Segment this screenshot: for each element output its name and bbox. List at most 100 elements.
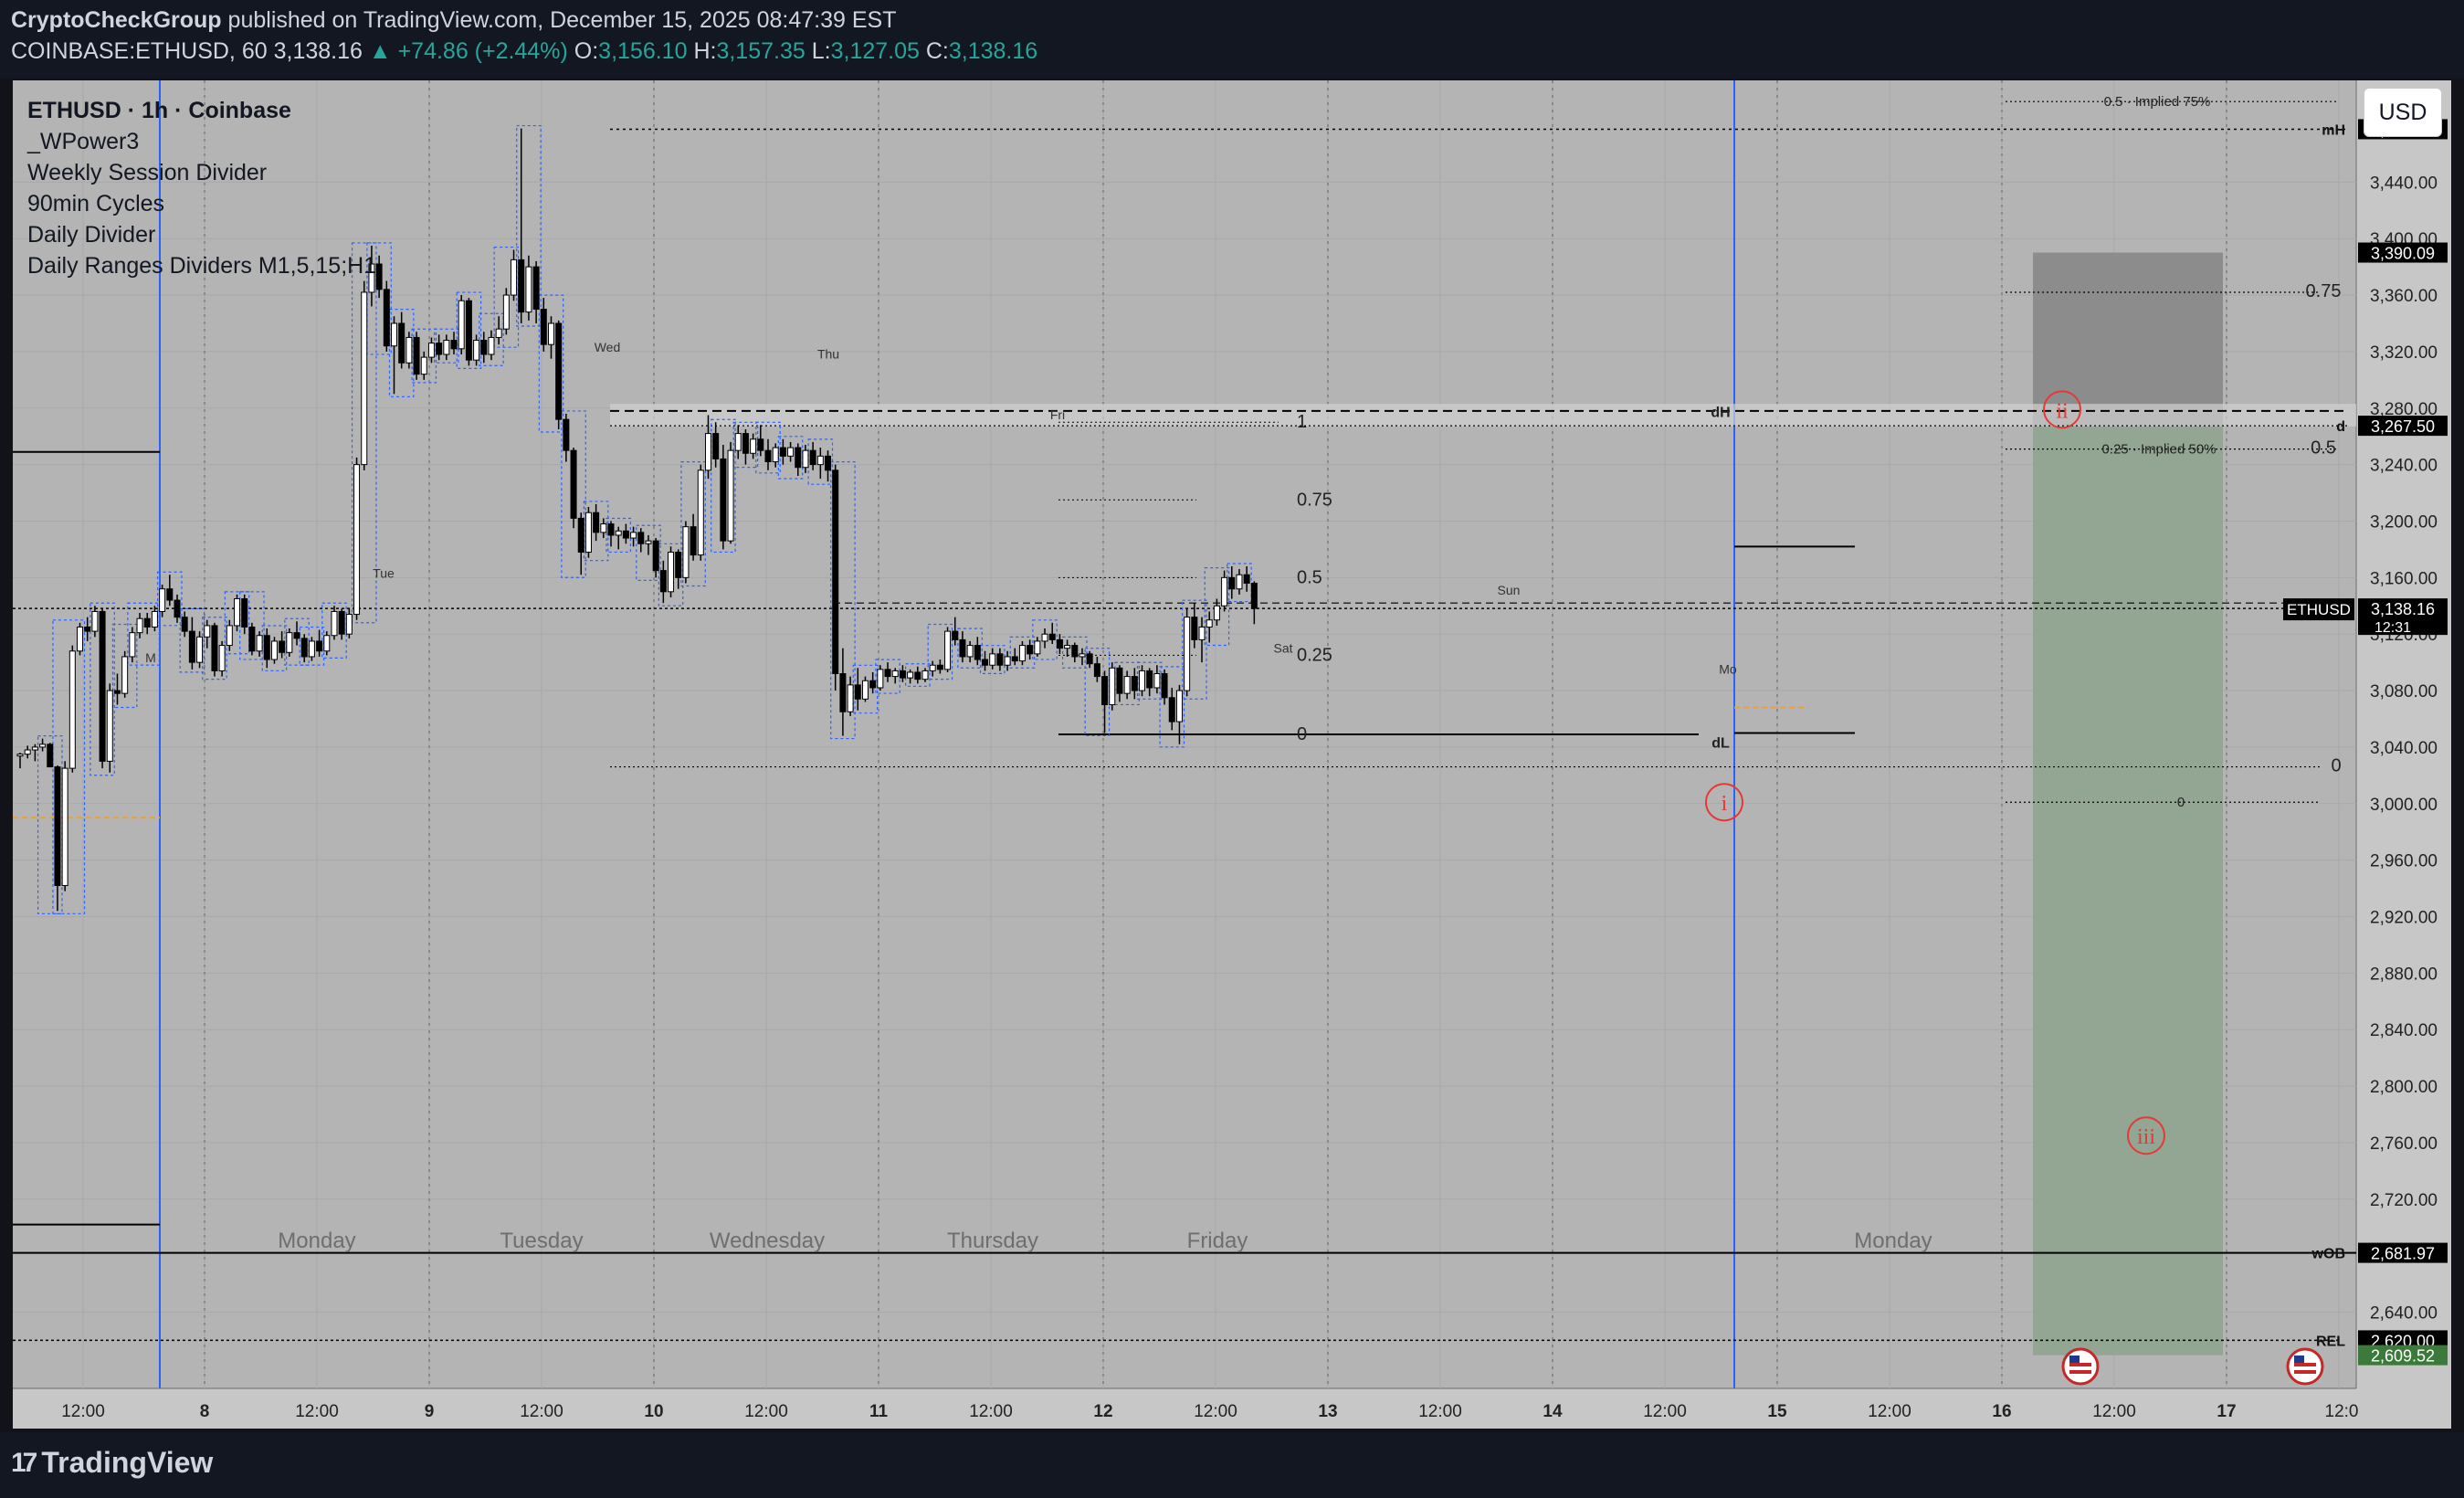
fib-label: 1 (1297, 412, 1307, 432)
price-tick-label: 2,840.00 (2370, 1021, 2438, 1040)
indicator-daily-ranges-dividers[interactable]: Daily Ranges Dividers M1,5,15;H1 (27, 253, 377, 279)
candle-body (300, 638, 308, 658)
candle-body (323, 635, 331, 652)
candle-body (570, 449, 577, 519)
low-label: L: (811, 38, 831, 64)
time-tick-label: 11 (869, 1402, 889, 1421)
candle-body (555, 322, 563, 420)
wave-marker-label: i (1722, 792, 1728, 816)
candle-body (1236, 574, 1243, 590)
publisher-name[interactable]: CryptoCheckGroup (11, 7, 222, 33)
wave-marker-circle (2043, 390, 2081, 429)
candle-body (839, 673, 847, 712)
candle-body (1116, 667, 1123, 694)
candle-body (136, 617, 143, 634)
candle-body (757, 438, 764, 451)
candle-body (966, 645, 974, 658)
currency-button[interactable]: USD (2364, 88, 2442, 137)
quote-line: COINBASE:ETHUSD, 60 3,138.16 ▲ +74.86 (+… (11, 38, 1037, 65)
range-box (493, 246, 520, 348)
candle-body (690, 526, 697, 556)
tradingview-logo[interactable]: 17 TradingView (11, 1446, 213, 1480)
candle-body (936, 664, 943, 670)
level-label: 0.25 · Implied 50% (2101, 442, 2216, 458)
candle-body (383, 289, 390, 347)
candle-body (1161, 673, 1168, 699)
price-tick-label: 3,320.00 (2370, 343, 2438, 363)
price-tick-label: 3,360.00 (2370, 287, 2438, 306)
publisher-line: CryptoCheckGroup published on TradingVie… (11, 7, 897, 34)
candle-body (316, 640, 323, 652)
price-tag-box (2358, 1345, 2448, 1366)
day-label: Wednesday (710, 1229, 825, 1253)
price-tag-value: 2,681.97 (2371, 1245, 2435, 1263)
price-tag-value: 3,267.50 (2371, 417, 2435, 436)
candle-body (659, 570, 667, 593)
price-tag-box (2358, 416, 2448, 437)
indicator-90min-cycles[interactable]: 90min Cycles (27, 191, 165, 216)
candle-body (899, 670, 906, 679)
indicator-weekly-session-divider[interactable]: Weekly Session Divider (27, 160, 268, 185)
time-tick-label: 12:00 (1868, 1402, 1911, 1421)
candle-body (1093, 663, 1100, 678)
price-tick-label: 2,880.00 (2370, 965, 2438, 984)
high-value: 3,157.35 (716, 38, 806, 64)
candle-body (121, 656, 129, 694)
candle-body (368, 263, 375, 293)
candles (16, 128, 1258, 912)
candle-body (607, 523, 615, 536)
price-tag-value: 3,390.09 (2371, 245, 2435, 263)
range-box (456, 291, 482, 369)
price-tick-label: 3,040.00 (2370, 739, 2438, 758)
time-axis-background (13, 1388, 2451, 1429)
time-tick-label: 12:00 (61, 1402, 105, 1421)
time-tick-label: 12 (1093, 1402, 1112, 1421)
candle-body (1221, 576, 1228, 607)
candle-body (974, 645, 981, 660)
indicator-wpower3[interactable]: _WPower3 (27, 129, 140, 154)
close-label: C: (925, 38, 949, 64)
range-box (1159, 666, 1185, 748)
candle-body (1146, 670, 1153, 689)
us-event-icon-stripe (2069, 1363, 2091, 1366)
legend-title[interactable]: ETHUSD · 1h · Coinbase (27, 98, 291, 123)
price-tick-label: 3,280.00 (2370, 400, 2438, 419)
session-day-label: Fri (1050, 407, 1065, 422)
candle-body (166, 588, 174, 601)
candle-body (1079, 653, 1086, 658)
us-event-icon-canton (2294, 1356, 2304, 1363)
price-tick-label: 2,800.00 (2370, 1078, 2438, 1097)
price-tag-label: d (2336, 419, 2345, 435)
range-box (732, 421, 759, 469)
range-box (927, 623, 953, 680)
level-label: 0.75 (2306, 281, 2342, 301)
candle-body (234, 598, 241, 627)
candle-body (1041, 633, 1048, 642)
candle-body (279, 640, 286, 653)
candle-body (218, 645, 226, 671)
session-day-label: Thu (817, 347, 839, 362)
candle-body (584, 512, 592, 554)
open-value: 3,156.10 (598, 38, 688, 64)
range-box (711, 418, 736, 554)
candle-body (1175, 690, 1183, 723)
candle-body (532, 266, 540, 311)
candle-body (1250, 583, 1258, 609)
us-event-icon-canton (2069, 1356, 2080, 1363)
close-value: 3,138.16 (948, 38, 1038, 64)
candle-body (1109, 667, 1116, 706)
wave-marker-label: iii (2137, 1125, 2155, 1149)
range-box (90, 602, 115, 776)
candle-body (113, 690, 121, 694)
candle-body (99, 610, 106, 762)
range-box (111, 623, 138, 709)
candle-body (907, 671, 914, 679)
candle-body (600, 523, 607, 533)
indicator-daily-divider[interactable]: Daily Divider (27, 222, 156, 248)
candle-body (427, 343, 435, 358)
time-tick-label: 12:00 (969, 1402, 1013, 1421)
published-text: published on TradingView.com, December 1… (227, 7, 897, 33)
tradingview-mark-icon: 17 (11, 1447, 37, 1478)
target-zone (2033, 252, 2223, 427)
